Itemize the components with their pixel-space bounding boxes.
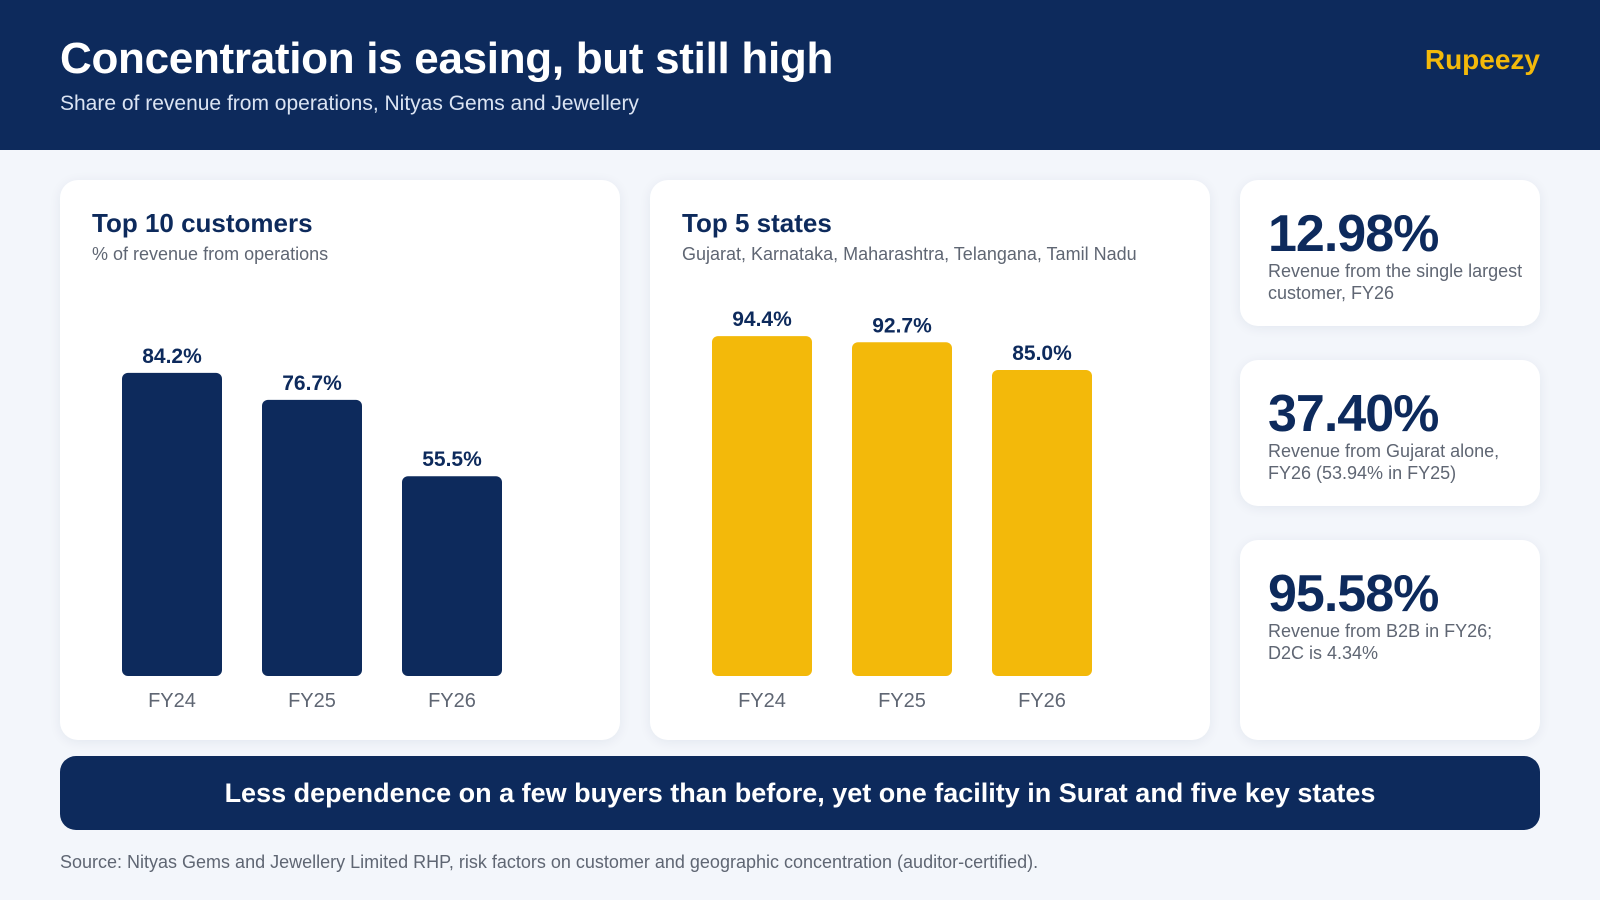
bar-fy24	[122, 372, 222, 676]
page-title: Concentration is easing, but still high	[60, 34, 834, 83]
header-bar: Concentration is easing, but still high …	[0, 0, 1600, 150]
stat-value: 12.98%	[1268, 205, 1439, 263]
stat-description: Revenue from B2B in FY26; D2C is 4.34%	[1268, 621, 1493, 663]
bar-value-label: 92.7%	[872, 314, 932, 337]
states-chart-title: Top 5 states	[682, 208, 832, 238]
stat-value: 37.40%	[1268, 385, 1439, 443]
takeaway-banner: Less dependence on a few buyers than bef…	[60, 756, 1540, 830]
stat-card-largest-customer: 12.98% Revenue from the single largest c…	[1240, 180, 1540, 326]
customers-chart-title: Top 10 customers	[92, 208, 313, 238]
bar-value-label: 84.2%	[142, 345, 202, 368]
bar-fy25	[262, 399, 362, 676]
states-bar-chart: 94.4% FY24 92.7% FY25 85.0% FY26	[712, 308, 1092, 712]
takeaway-text: Less dependence on a few buyers than bef…	[224, 777, 1376, 808]
stat-description: Revenue from the single largest customer…	[1268, 261, 1523, 303]
x-tick-label: FY24	[148, 690, 196, 712]
states-chart-card: Top 5 states Gujarat, Karnataka, Maharas…	[650, 180, 1210, 740]
bar-value-label: 76.7%	[282, 372, 342, 395]
x-tick-label: FY26	[428, 690, 476, 712]
bar-fy24	[712, 336, 812, 676]
bar-value-label: 85.0%	[1012, 342, 1072, 365]
customers-bar-chart: 84.2% FY24 76.7% FY25 55.5% FY26	[122, 345, 502, 712]
stat-card-gujarat: 37.40% Revenue from Gujarat alone, FY26 …	[1240, 360, 1540, 506]
page-subtitle: Share of revenue from operations, Nityas…	[60, 92, 639, 115]
customers-chart-subtitle: % of revenue from operations	[92, 244, 329, 264]
bar-fy26	[402, 476, 502, 676]
bar-value-label: 55.5%	[422, 448, 482, 471]
states-chart-subtitle: Gujarat, Karnataka, Maharashtra, Telanga…	[682, 244, 1137, 264]
source-note: Source: Nityas Gems and Jewellery Limite…	[60, 852, 1039, 872]
stat-value: 95.58%	[1268, 565, 1439, 623]
bar-fy26	[992, 370, 1092, 676]
bar-value-label: 94.4%	[732, 308, 792, 331]
brand-logo-text: Rupeezy	[1424, 44, 1540, 75]
stat-description: Revenue from Gujarat alone, FY26 (53.94%…	[1268, 441, 1500, 483]
x-tick-label: FY26	[1018, 690, 1066, 712]
x-tick-label: FY25	[878, 690, 926, 712]
bar-fy25	[852, 342, 952, 676]
stat-card-b2b: 95.58% Revenue from B2B in FY26; D2C is …	[1240, 540, 1540, 740]
x-tick-label: FY25	[288, 690, 336, 712]
customers-chart-card: Top 10 customers % of revenue from opera…	[60, 180, 620, 740]
x-tick-label: FY24	[738, 690, 786, 712]
